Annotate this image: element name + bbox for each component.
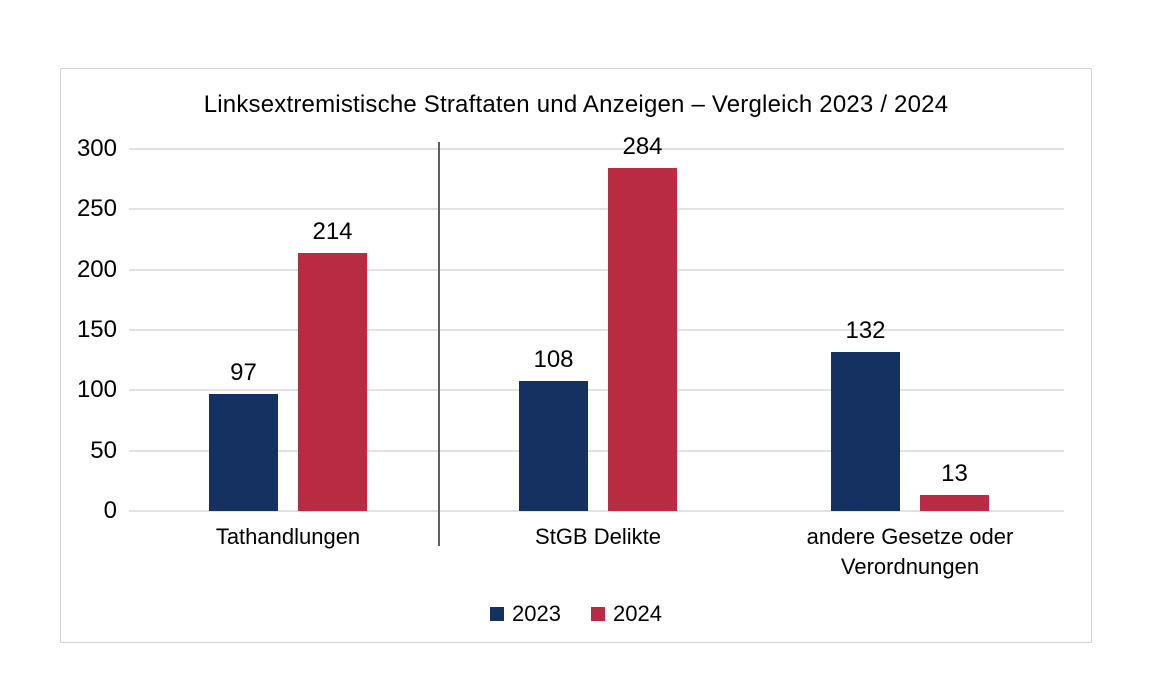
bar-2024 [920, 495, 989, 511]
legend: 2023 2024 [61, 601, 1091, 627]
bar-value-label: 214 [312, 217, 353, 245]
y-axis-tick: 200 [76, 255, 117, 283]
gridline [129, 268, 1064, 271]
y-axis-tick: 0 [103, 497, 117, 524]
bar-column: 132 [831, 317, 900, 511]
category-divider-line [438, 142, 440, 546]
bar-2024 [608, 168, 677, 511]
gridline [129, 449, 1064, 452]
bar-value-label: 132 [845, 316, 886, 344]
y-axis-tick: 150 [76, 316, 117, 343]
y-axis-tick: 300 [76, 135, 117, 162]
bar-group-tathandlungen: 97 214 [209, 218, 367, 511]
x-axis-category-label: StGB Delikte [535, 524, 661, 549]
bar-2024 [298, 252, 367, 511]
legend-item-2024: 2024 [591, 601, 662, 627]
bar-value-label: 97 [230, 359, 257, 386]
gridline [129, 148, 1064, 150]
legend-label: 2023 [512, 601, 561, 626]
plot-area: 97 214 108 284 132 13 [129, 133, 1064, 512]
legend-swatch-2023 [490, 607, 505, 621]
bar-value-label: 284 [622, 133, 663, 161]
y-axis-tick: 250 [76, 195, 117, 223]
y-axis-tick: 100 [76, 376, 117, 404]
bar-column: 97 [209, 359, 278, 511]
y-axis-tick: 50 [90, 436, 117, 464]
bar-group-andere-gesetze: 132 13 [831, 317, 989, 511]
x-axis-category-label: Tathandlungen [215, 524, 361, 549]
legend-label: 2024 [613, 601, 662, 626]
chart-title: Linksextremistische Straftaten und Anzei… [203, 91, 949, 118]
gridline [129, 329, 1064, 331]
bar-2023 [831, 351, 900, 511]
chart-card: Linksextremistische Straftaten und Anzei… [60, 68, 1092, 643]
bar-group-stgb-delikte: 108 284 [519, 133, 677, 511]
bar-column: 13 [920, 460, 989, 511]
bar-column: 108 [519, 346, 588, 511]
x-axis-category-label: andere Gesetze oder Verordnungen [806, 524, 1014, 579]
gridline [129, 389, 1064, 392]
bar-value-label: 108 [533, 345, 574, 373]
bar-value-label: 13 [941, 460, 968, 488]
bar-2023 [519, 380, 588, 511]
legend-swatch-2024 [591, 607, 605, 621]
bar-column: 214 [298, 218, 367, 511]
bar-2023 [209, 394, 278, 511]
legend-item-2023: 2023 [490, 601, 561, 627]
bar-column: 284 [608, 133, 677, 511]
gridline [129, 208, 1064, 211]
gridline [129, 510, 1064, 512]
